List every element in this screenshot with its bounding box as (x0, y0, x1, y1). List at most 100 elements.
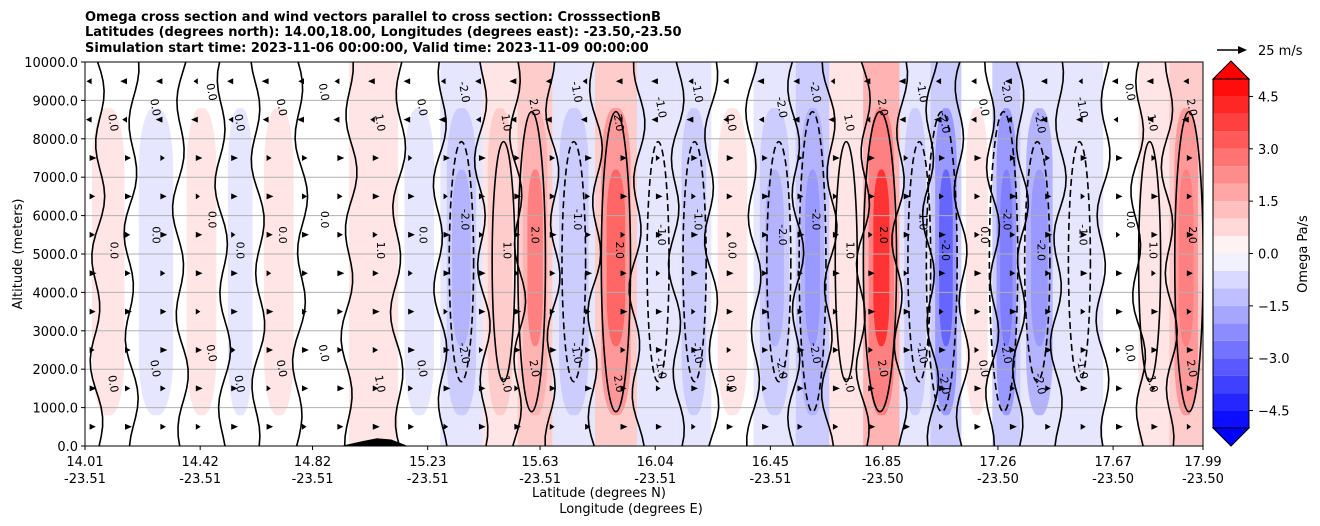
wind-vector (438, 116, 446, 123)
wind-vector (408, 423, 415, 430)
wind-vector (726, 155, 734, 161)
colorbar: 4.5 3.0 1.5 0.0 −1.5 −3.0 −4.5 Omega Pa/s (1211, 60, 1311, 447)
contour-line (389, 62, 407, 446)
wind-vector (974, 308, 981, 315)
wind-vector (1116, 385, 1123, 392)
contour-line (820, 62, 838, 446)
wind-vector (797, 270, 803, 277)
contour-label: 1.0 (498, 374, 514, 393)
y-axis-ticks: 0.0 1000.0 2000.0 3000.0 4000.0 5000.0 6000.0 7… (24, 56, 85, 455)
colorbar-segment (1213, 410, 1249, 428)
wind-vector (939, 347, 946, 353)
wind-vector (832, 423, 839, 430)
y-tick-label: 0.0 (57, 440, 78, 455)
wind-vector (832, 308, 838, 315)
omega-band-core (404, 108, 435, 416)
wind-vector (868, 231, 873, 238)
y-tick-label: 4000.0 (33, 286, 79, 301)
wind-vector (832, 155, 840, 161)
wind-vector (408, 347, 416, 353)
contour-label: 0.0 (274, 98, 290, 117)
wind-vector (334, 78, 340, 85)
wind-vector (655, 308, 663, 315)
wind-vector (443, 193, 448, 200)
contour-label: 2.0 (875, 98, 891, 117)
wind-vector (868, 155, 875, 161)
wind-vector (939, 308, 944, 315)
wind-vector (549, 385, 556, 392)
wind-vector (443, 270, 451, 277)
wind-vector (509, 78, 517, 85)
wind-vector (1116, 155, 1123, 161)
wind-vector (372, 231, 378, 238)
x-tick-label-lat: 16.45 (752, 455, 789, 470)
colorbar-segment (1213, 236, 1249, 254)
wind-vector (231, 155, 239, 161)
wind-vector (686, 116, 694, 123)
contour-label: 0.0 (414, 98, 430, 117)
wind-vector (585, 270, 593, 277)
contour-line (214, 62, 232, 446)
contour-label: -1.0 (568, 80, 585, 103)
wind-vector (832, 193, 838, 200)
wind-vector (337, 385, 345, 392)
contour-line (891, 62, 909, 446)
wind-vector (868, 308, 876, 315)
x-tick-label-lat: 14.01 (66, 455, 103, 470)
wind-vector (1186, 347, 1194, 353)
y-tick-label: 5000.0 (33, 248, 79, 263)
vector-key-label: 25 m/s (1258, 44, 1303, 59)
contour-line (544, 62, 561, 446)
contour-closed (834, 140, 859, 383)
wind-vector (160, 347, 168, 353)
wind-vector (266, 347, 274, 353)
wind-vector (762, 231, 768, 238)
contour-line (432, 62, 448, 446)
contour-line (744, 62, 762, 446)
wind-vector (301, 270, 308, 277)
y-tick-label: 8000.0 (33, 133, 79, 148)
wind-vector (1116, 270, 1123, 277)
contour-label: 0.0 (725, 242, 738, 260)
contour-line (291, 62, 309, 446)
wind-vector (228, 116, 234, 123)
contour-closed (925, 110, 958, 413)
x-tick-label-lon: -23.51 (179, 472, 221, 487)
contour-label: 0.0 (206, 211, 219, 229)
wind-vector (1151, 347, 1158, 353)
wind-vector (1078, 78, 1083, 85)
x-tick-label-lat: 14.82 (294, 455, 331, 470)
colorbar-segment (1213, 201, 1249, 219)
omega-band-core (559, 108, 589, 416)
wind-vector (266, 155, 272, 161)
wind-vector (89, 308, 96, 315)
wind-vector (301, 308, 307, 315)
wind-vector (1004, 78, 1012, 85)
wind-vector (974, 193, 981, 200)
wind-vector (195, 308, 201, 315)
wind-vector (266, 423, 274, 430)
y-axis-label: Altitude (meters) (11, 199, 26, 310)
wind-vector (1045, 231, 1053, 238)
wind-vector (1151, 231, 1158, 238)
contour-label: -1.0 (1074, 357, 1091, 380)
contour-label: 1.0 (498, 113, 514, 132)
colorbar-segment (1213, 375, 1249, 394)
wind-vector (1006, 116, 1012, 123)
omega-band-core (264, 108, 294, 416)
colorbar-tick-label: −1.5 (1258, 300, 1290, 315)
wind-vector (478, 270, 486, 277)
contour-closed (600, 110, 632, 413)
wind-vector (903, 231, 911, 238)
wind-vector (266, 270, 272, 277)
wind-vector (89, 231, 95, 238)
wind-vector (372, 193, 380, 200)
contour-line (123, 62, 140, 446)
wind-vector (866, 116, 871, 123)
wind-vector (231, 193, 238, 200)
wind-vector (514, 155, 520, 161)
contour-label: -1.0 (568, 341, 585, 364)
contour-line (473, 62, 491, 446)
contour-label: 0.0 (203, 82, 219, 101)
vector-key: 25 m/s (1217, 44, 1303, 59)
